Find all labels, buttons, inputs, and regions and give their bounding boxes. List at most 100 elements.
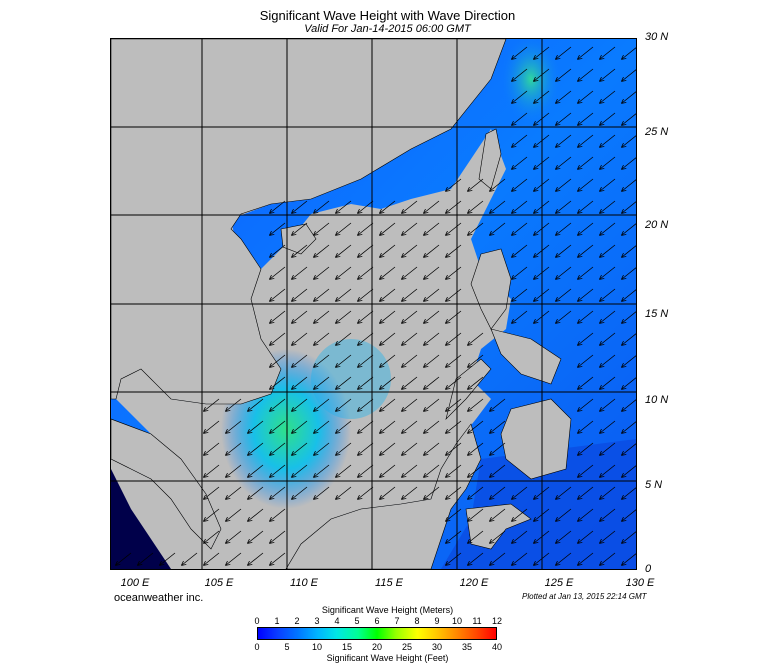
wave-arrow [402, 244, 418, 257]
wave-arrow [292, 486, 308, 499]
wave-arrow [248, 464, 264, 477]
wave-arrow [380, 200, 396, 213]
wave-arrow [578, 266, 594, 279]
wave-arrow [358, 398, 374, 411]
lat-label-30n: 30 N [645, 31, 669, 43]
wave-arrow [270, 508, 286, 521]
wave-arrow [512, 90, 528, 103]
wave-arrow [336, 354, 352, 367]
wave-arrow [336, 464, 352, 477]
wave-arrow [512, 68, 528, 81]
wave-arrow [446, 178, 462, 191]
wave-arrow [270, 266, 286, 279]
wave-arrow [490, 552, 506, 565]
meters-tick: 6 [374, 616, 380, 626]
chart-title: Significant Wave Height with Wave Direct… [259, 8, 516, 23]
wave-arrow [600, 310, 616, 323]
wave-arrow [600, 222, 616, 235]
wave-arrow [446, 354, 462, 367]
wave-arrow [226, 464, 242, 477]
wave-arrow [556, 68, 572, 81]
wave-arrow [402, 310, 418, 323]
wave-arrow [336, 398, 352, 411]
meters-tick: 0 [254, 616, 260, 626]
wave-arrow [292, 442, 308, 455]
wave-arrow [490, 420, 506, 433]
wave-arrow [468, 354, 484, 367]
wave-arrow [512, 486, 528, 499]
wave-arrow [292, 222, 308, 235]
wave-arrow [622, 113, 636, 125]
colorbar [257, 627, 497, 640]
wave-arrow [512, 156, 528, 169]
wave-arrow [292, 332, 308, 345]
meters-tick: 3 [314, 616, 320, 626]
wave-arrow [578, 112, 594, 125]
wave-arrow [622, 377, 636, 389]
wave-arrow [468, 420, 484, 433]
meters-tick: 2 [294, 616, 300, 626]
wave-arrow [490, 486, 506, 499]
wave-arrow [292, 376, 308, 389]
wave-arrow [468, 178, 484, 191]
wave-arrow [468, 442, 484, 455]
wave-arrow [292, 310, 308, 323]
wave-arrow [468, 222, 484, 235]
wave-arrow [380, 486, 396, 499]
wave-arrow [622, 223, 636, 235]
wave-arrow [358, 310, 374, 323]
wave-arrow [600, 552, 616, 565]
wave-arrow [622, 509, 636, 521]
wave-arrow [578, 90, 594, 103]
wave-arrow [600, 200, 616, 213]
wave-arrow [314, 200, 330, 213]
wave-arrow [292, 464, 308, 477]
chart-subtitle: Valid For Jan-14-2015 06:00 GMT [304, 23, 471, 35]
feet-tick: 35 [461, 642, 472, 652]
wave-arrow [380, 310, 396, 323]
wave-arrow [336, 244, 352, 257]
wave-arrow [336, 266, 352, 279]
wave-arrow [424, 376, 440, 389]
wave-arrow [380, 222, 396, 235]
colorbar-title-meters: Significant Wave Height (Meters) [321, 605, 454, 615]
wave-arrow [380, 398, 396, 411]
meters-tick: 8 [414, 616, 420, 626]
lon-label-105e: 105 E [204, 577, 234, 589]
wave-arrow [446, 376, 462, 389]
wave-arrow [270, 288, 286, 301]
lat-label-20n: 20 N [645, 219, 669, 231]
wave-arrow [600, 508, 616, 521]
wave-arrow [578, 332, 594, 345]
wave-arrow [358, 464, 374, 477]
wave-arrow [622, 333, 636, 345]
lon-label-125e: 125 E [544, 577, 574, 589]
wave-arrow [512, 244, 528, 257]
wave-arrow [270, 420, 286, 433]
wave-arrow [600, 486, 616, 499]
wave-arrow [380, 244, 396, 257]
wave-arrow [556, 90, 572, 103]
wave-arrow [270, 222, 286, 235]
wave-arrow [622, 289, 636, 301]
wave-arrow [512, 200, 528, 213]
wave-arrow [468, 486, 484, 499]
wave-arrow [402, 200, 418, 213]
wave-arrow [204, 464, 220, 477]
wave-arrow [512, 178, 528, 191]
wave-arrow [314, 398, 330, 411]
wave-arrow [204, 442, 220, 455]
wave-arrow [270, 442, 286, 455]
wave-arrow [622, 267, 636, 279]
wave-arrow [622, 47, 636, 59]
wave-arrow [578, 376, 594, 389]
wave-arrow [446, 420, 462, 433]
wave-arrow [556, 288, 572, 301]
wave-arrow [358, 442, 374, 455]
wave-arrow [270, 244, 286, 257]
wave-arrow [534, 486, 550, 499]
wave-arrow [314, 442, 330, 455]
wave-arrow [336, 486, 352, 499]
wave-arrow [446, 200, 462, 213]
wave-arrow [402, 464, 418, 477]
